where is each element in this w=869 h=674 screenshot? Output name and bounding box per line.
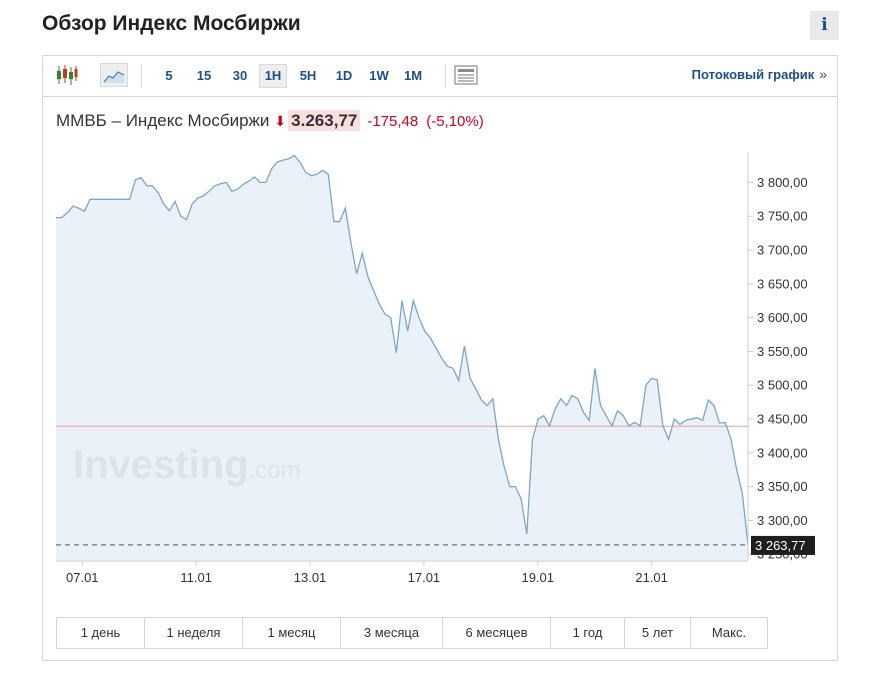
y-tick-label: 3 400,00: [757, 445, 808, 460]
y-tick-label: 3 800,00: [757, 175, 808, 190]
range-button[interactable]: 5 лет: [625, 618, 691, 648]
range-button[interactable]: 1 месяц: [243, 618, 341, 648]
y-tick-label: 3 300,00: [757, 513, 808, 528]
x-tick-label: 21.01: [635, 570, 668, 585]
price-change: -175,48: [367, 113, 419, 130]
instrument-name: ММВБ – Индекс Мосбиржи: [56, 111, 270, 130]
x-tick-label: 11.01: [180, 570, 212, 585]
range-button[interactable]: 6 месяцев: [443, 618, 551, 648]
toolbar-divider: [141, 64, 142, 88]
y-tick-label: 3 500,00: [757, 378, 808, 393]
candlestick-chart-icon[interactable]: [55, 63, 79, 87]
price-area: [56, 155, 748, 561]
y-tick-label: 3 450,00: [757, 412, 808, 427]
toolbar-divider: [445, 64, 446, 88]
timeframe-1w[interactable]: 1W: [369, 68, 389, 83]
y-tick-label: 3 350,00: [757, 479, 808, 494]
timeframe-5[interactable]: 5: [165, 68, 173, 83]
range-button[interactable]: 1 день: [57, 618, 145, 648]
range-button[interactable]: 1 неделя: [145, 618, 243, 648]
x-tick-label: 19.01: [521, 570, 554, 585]
y-tick-label: 3 550,00: [757, 344, 808, 359]
chevron-right-icon: »: [819, 66, 827, 82]
area-chart-icon[interactable]: [100, 63, 128, 87]
chart-settings-icon[interactable]: [453, 63, 479, 87]
x-tick-label: 17.01: [408, 570, 441, 585]
page-title: Обзор Индекс Мосбиржи: [42, 12, 301, 35]
price-change-percent: (-5,10%): [426, 113, 484, 130]
quote-line: ММВБ – Индекс Мосбиржи ⬇ 3.263,77 -175,48 (-…: [56, 110, 484, 131]
y-tick-label: 3 600,00: [757, 310, 808, 325]
x-tick-label: 13.01: [294, 570, 327, 585]
y-tick-label: 3 650,00: [757, 276, 808, 291]
timeframe-30[interactable]: 30: [232, 68, 248, 83]
timeframe-1m[interactable]: 1M: [403, 68, 423, 83]
range-selector: 1 день 1 неделя 1 месяц 3 месяца 6 месяцев 1 …: [56, 617, 768, 649]
timeframe-1d[interactable]: 1D: [335, 68, 353, 83]
info-button[interactable]: i: [810, 11, 839, 40]
timeframe-1h[interactable]: 1H: [259, 64, 287, 88]
chart-toolbar: 5 15 30 1H 5H 1D 1W 1M Потоковый график »: [43, 56, 837, 97]
last-price-marker-label: 3 263,77: [755, 538, 806, 553]
down-arrow-icon: ⬇: [274, 113, 287, 129]
range-button[interactable]: 3 месяца: [341, 618, 443, 648]
price-chart[interactable]: Investing.com3 800,003 750,003 700,003 6…: [43, 56, 837, 596]
x-tick-label: 07.01: [66, 570, 99, 585]
y-tick-label: 3 750,00: [757, 209, 808, 224]
stream-chart-label: Потоковый график: [691, 67, 815, 82]
stream-chart-link[interactable]: Потоковый график »: [692, 66, 827, 82]
last-price-marker: [751, 535, 815, 555]
timeframe-15[interactable]: 15: [196, 68, 212, 83]
timeframe-5h[interactable]: 5H: [299, 68, 317, 83]
chart-panel: 5 15 30 1H 5H 1D 1W 1M Потоковый график » ММВБ –…: [42, 55, 838, 661]
range-button[interactable]: 1 год: [551, 618, 625, 648]
range-button[interactable]: Макс.: [711, 625, 747, 640]
y-tick-label: 3 700,00: [757, 243, 808, 258]
last-price: 3.263,77: [288, 110, 361, 131]
price-line: [56, 154, 749, 545]
